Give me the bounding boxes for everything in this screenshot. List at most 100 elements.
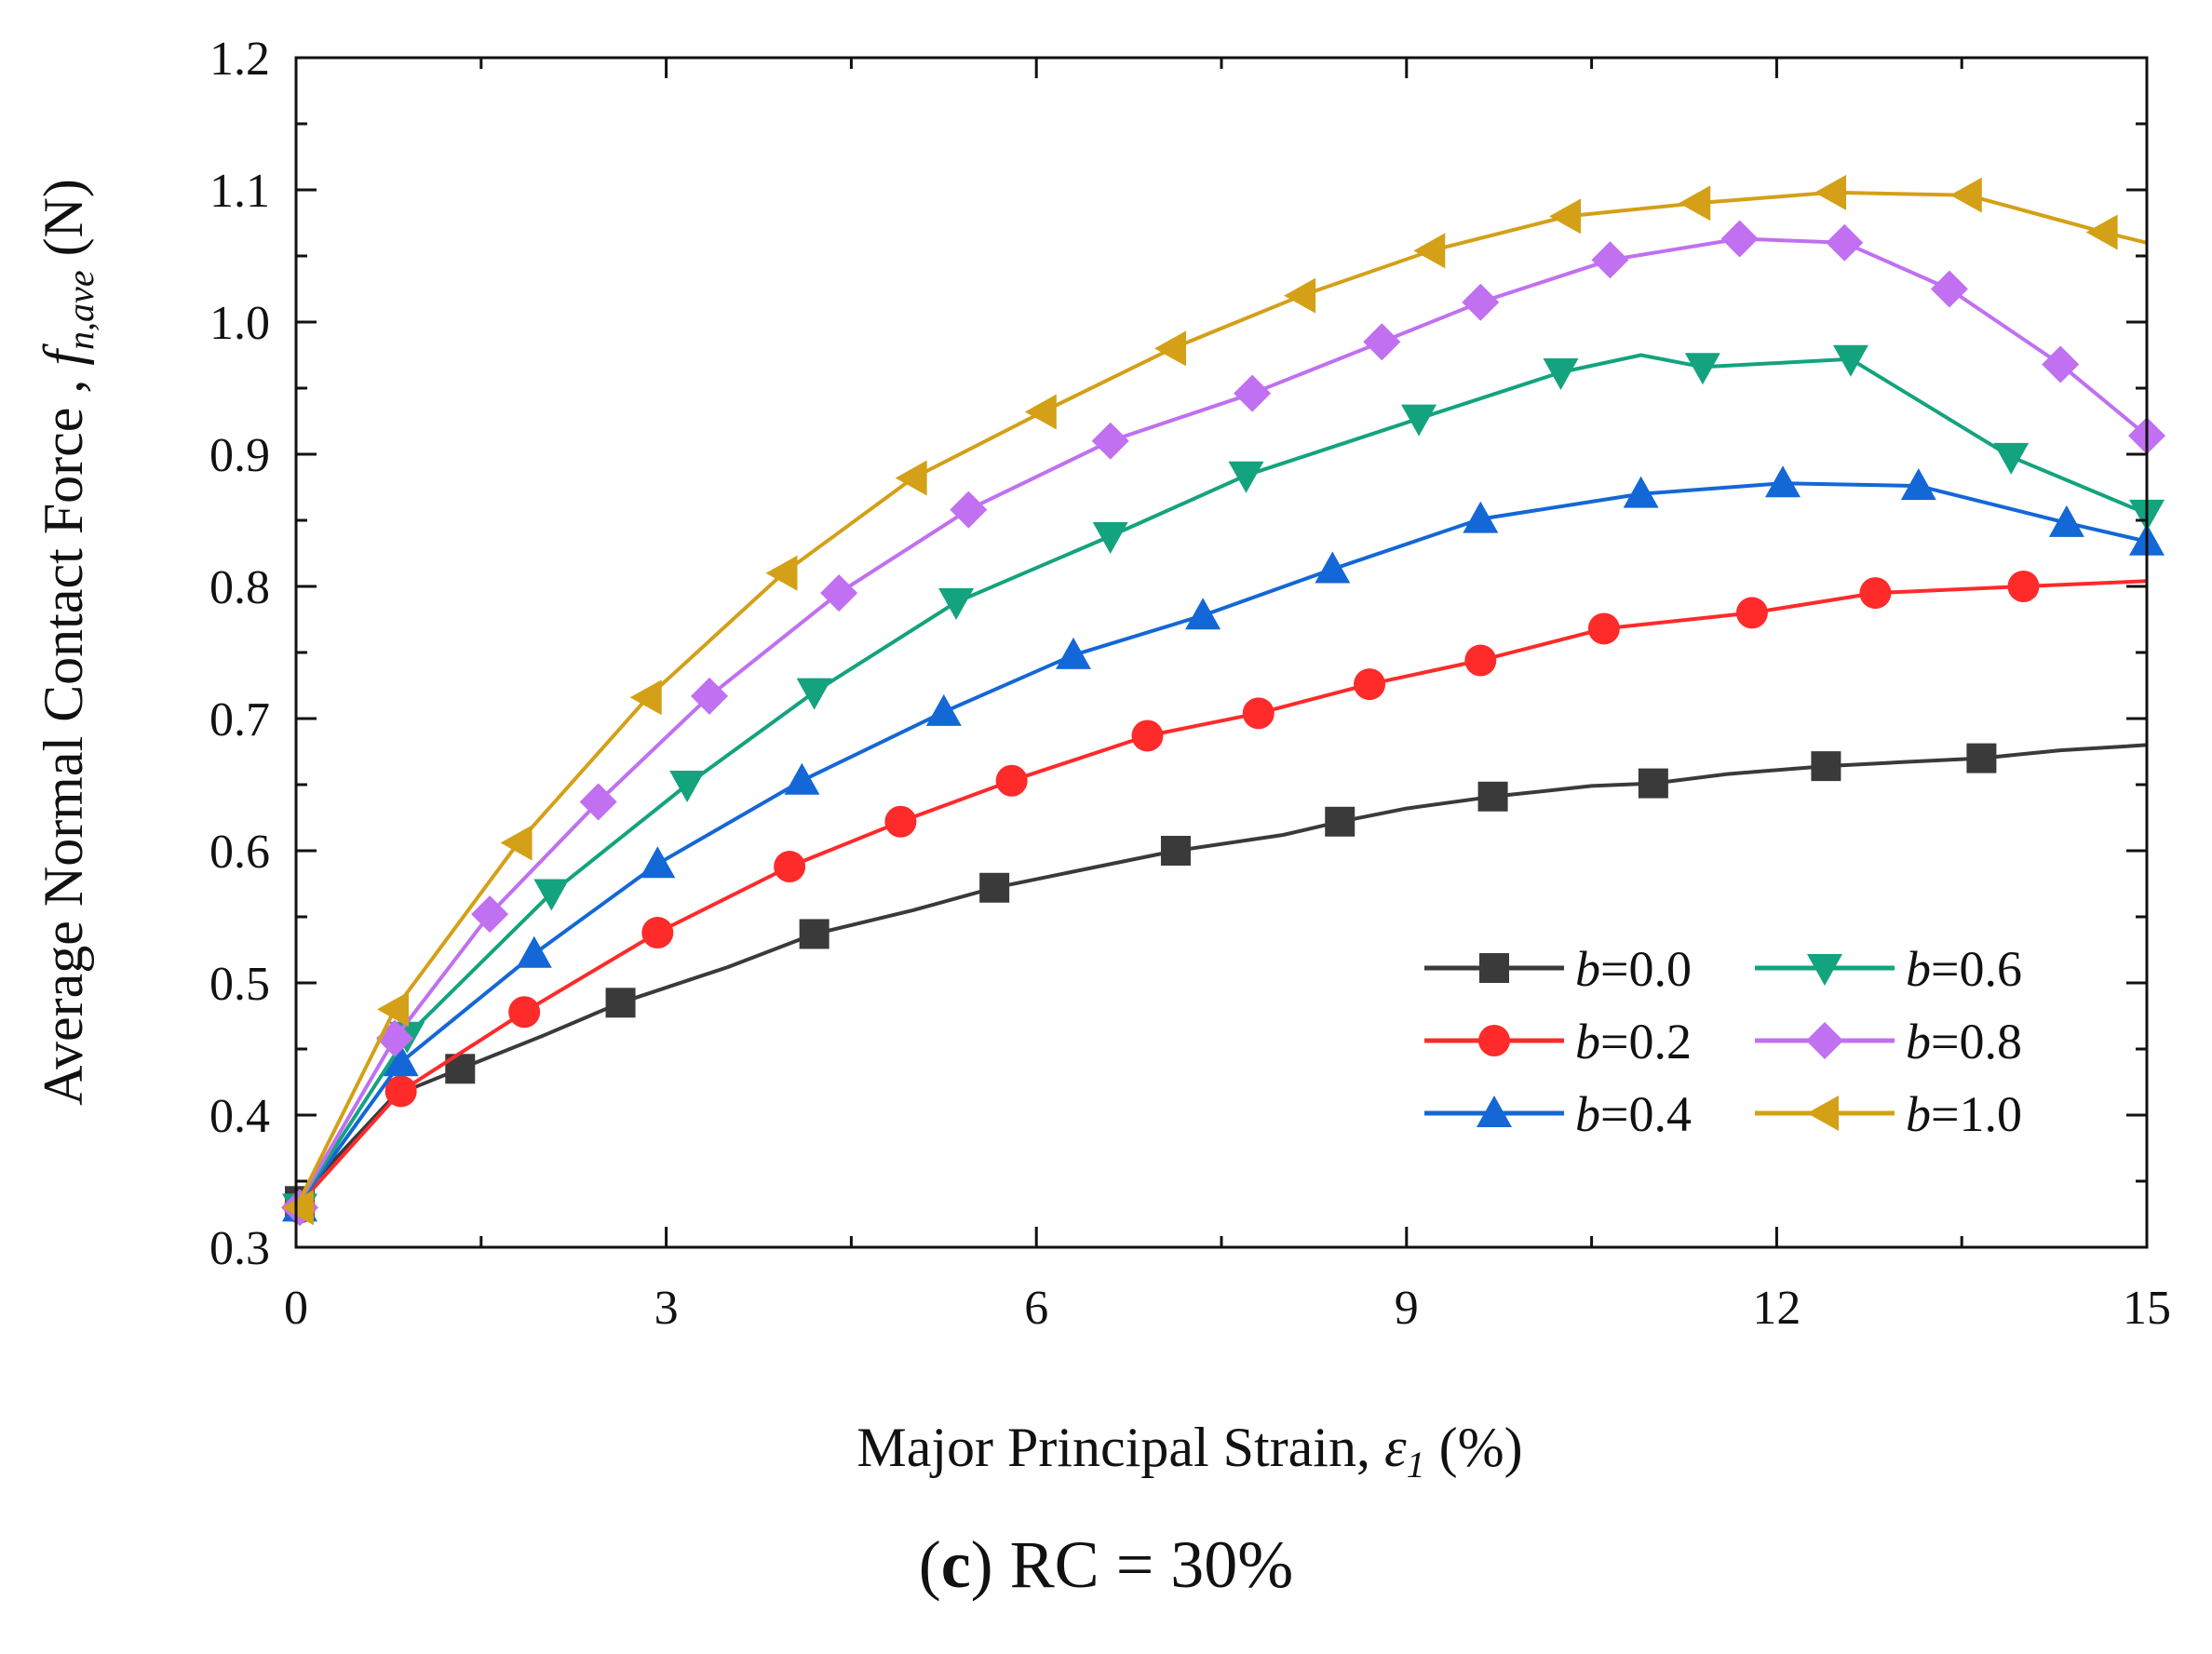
y-tick-label: 0.6 bbox=[209, 826, 270, 879]
data-point bbox=[2007, 571, 2040, 602]
y-tick-label: 1.1 bbox=[209, 165, 270, 218]
plot-frame bbox=[294, 56, 2149, 1249]
data-point bbox=[383, 1044, 419, 1077]
x-axis-title-subscript: 1 bbox=[1407, 1444, 1425, 1486]
data-point bbox=[640, 846, 676, 879]
data-point bbox=[1185, 598, 1221, 630]
data-point bbox=[1735, 597, 1768, 629]
data-point bbox=[471, 895, 509, 934]
x-axis-title: Major Principal Strain, ε1 (%) bbox=[856, 1417, 1522, 1486]
data-point bbox=[938, 588, 975, 621]
caption-open: ( bbox=[918, 1527, 941, 1602]
y-tick-label: 1.0 bbox=[209, 297, 270, 350]
legend-label-value: =0.0 bbox=[1600, 941, 1692, 997]
data-point bbox=[690, 677, 728, 715]
figure-caption: (c) RC = 30% bbox=[0, 1526, 2212, 1604]
data-point bbox=[2048, 504, 2084, 537]
data-point bbox=[1228, 461, 1264, 493]
data-point bbox=[1966, 743, 1997, 773]
data-point bbox=[979, 872, 1010, 903]
legend-label: b=1.0 bbox=[1906, 1086, 2022, 1142]
x-tick-label: 12 bbox=[1752, 1282, 1801, 1335]
data-point bbox=[1477, 781, 1508, 812]
legend-label-param: b bbox=[1575, 941, 1600, 997]
data-point bbox=[641, 917, 674, 949]
y-axis-title-prefix: Average Normal Contact Force , bbox=[33, 366, 94, 1106]
data-point bbox=[1401, 404, 1437, 437]
y-tick-label: 0.8 bbox=[209, 561, 270, 614]
data-point bbox=[1153, 330, 1186, 367]
legend-label-value: =1.0 bbox=[1931, 1086, 2022, 1142]
legend-item: b=1.0 bbox=[1755, 1086, 2022, 1142]
data-point bbox=[1284, 277, 1316, 314]
data-point bbox=[1591, 241, 1629, 279]
legend-label-param: b bbox=[1906, 1086, 1931, 1142]
legend-item: b=0.8 bbox=[1755, 1014, 2022, 1069]
data-point bbox=[1638, 768, 1668, 799]
data-point bbox=[516, 935, 552, 968]
y-tick-label: 0.5 bbox=[209, 958, 270, 1011]
data-point bbox=[1679, 185, 1711, 222]
data-point bbox=[1993, 442, 2030, 475]
series-b-0-8 bbox=[281, 220, 2165, 1227]
data-point bbox=[1131, 719, 1164, 752]
data-point bbox=[500, 825, 533, 861]
data-point bbox=[1160, 836, 1191, 866]
x-tick-label: 3 bbox=[654, 1282, 679, 1335]
legend-label-param: b bbox=[1906, 1014, 1931, 1069]
y-tick-label: 0.9 bbox=[209, 429, 270, 482]
data-point bbox=[1587, 612, 1620, 645]
data-point bbox=[884, 805, 917, 838]
legend-item: b=0.4 bbox=[1424, 1086, 1692, 1142]
data-point bbox=[1900, 468, 1936, 501]
data-point bbox=[533, 879, 570, 911]
data-point bbox=[774, 851, 806, 883]
x-tick-label: 6 bbox=[1024, 1282, 1048, 1335]
series-line bbox=[294, 579, 2148, 1209]
axes-frame bbox=[294, 56, 2149, 1249]
legend-label-param: b bbox=[1575, 1014, 1600, 1069]
legend-marker bbox=[1807, 954, 1842, 986]
y-tick-label: 0.3 bbox=[209, 1222, 270, 1275]
data-point bbox=[1549, 198, 1582, 235]
data-point bbox=[1463, 501, 1499, 533]
data-point bbox=[1315, 551, 1351, 584]
data-point bbox=[1832, 344, 1868, 377]
data-point bbox=[1325, 806, 1356, 837]
chart: 0 3 6 9 12 15 0.3 0.4 0.5 0.6 0.7 0.8 0.9 1.0 1.1 1.2 M… bbox=[33, 33, 2171, 1486]
data-point bbox=[1024, 394, 1057, 430]
series-line bbox=[294, 190, 2148, 1209]
x-tick-label: 9 bbox=[1395, 1282, 1419, 1335]
data-point bbox=[1055, 637, 1091, 669]
data-point bbox=[950, 491, 988, 529]
data-point bbox=[995, 764, 1028, 797]
data-point bbox=[1354, 668, 1386, 701]
x-axis-title-suffix: (%) bbox=[1425, 1417, 1523, 1478]
series-b-0-6 bbox=[282, 344, 2165, 1226]
series-line bbox=[294, 743, 2148, 1203]
legend-label-value: =0.2 bbox=[1600, 1014, 1692, 1069]
data-point bbox=[2042, 345, 2080, 383]
legend-label: b=0.8 bbox=[1906, 1014, 2022, 1069]
legend-marker bbox=[1806, 1022, 1843, 1059]
data-point bbox=[1092, 522, 1128, 555]
legend-item: b=0.2 bbox=[1424, 1014, 1692, 1069]
data-point bbox=[1684, 353, 1720, 385]
data-point bbox=[1949, 177, 1982, 213]
data-point bbox=[796, 678, 832, 710]
legend: b=0.0b=0.2b=0.4b=0.6b=0.8b=1.0 bbox=[1424, 941, 2022, 1142]
data-point bbox=[1814, 174, 1847, 210]
data-point bbox=[669, 771, 706, 802]
y-axis-title: Average Normal Contact Force , fn,ave (N… bbox=[33, 179, 101, 1106]
data-point bbox=[799, 919, 830, 949]
series-line bbox=[294, 236, 2149, 1209]
legend-label-param: b bbox=[1906, 941, 1931, 997]
data-point bbox=[895, 460, 927, 496]
data-point bbox=[1413, 233, 1446, 269]
data-point bbox=[1242, 697, 1275, 730]
y-tick-label: 1.2 bbox=[209, 33, 270, 86]
legend-item: b=0.0 bbox=[1424, 941, 1692, 997]
legend-marker bbox=[1807, 1096, 1839, 1131]
y-axis-title-subscript: n,ave bbox=[60, 270, 101, 350]
data-point bbox=[1234, 374, 1272, 412]
